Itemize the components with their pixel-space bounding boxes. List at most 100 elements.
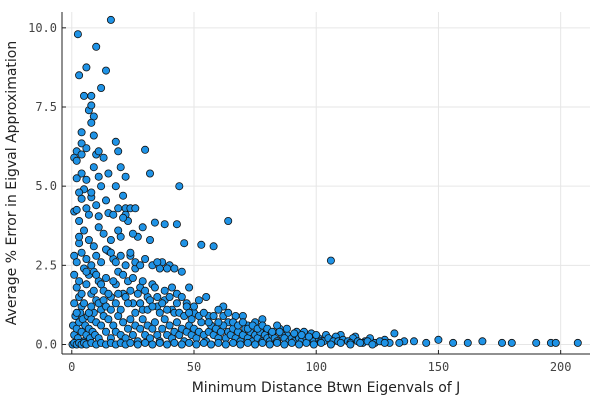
data-point bbox=[170, 338, 179, 347]
data-point bbox=[89, 286, 98, 295]
y-tick-label: 10.0 bbox=[28, 21, 57, 35]
data-point bbox=[128, 229, 137, 238]
data-point bbox=[507, 338, 516, 347]
data-point bbox=[273, 338, 282, 347]
data-point bbox=[97, 280, 106, 289]
data-point bbox=[75, 277, 84, 286]
data-point bbox=[209, 311, 218, 320]
data-point bbox=[104, 315, 113, 324]
data-point bbox=[150, 318, 159, 327]
data-point bbox=[80, 299, 89, 308]
data-point bbox=[197, 240, 206, 249]
data-point bbox=[434, 335, 443, 344]
data-point bbox=[94, 147, 103, 156]
data-point bbox=[136, 299, 145, 308]
data-point bbox=[141, 286, 150, 295]
data-point bbox=[236, 340, 245, 349]
data-point bbox=[116, 305, 125, 314]
data-point bbox=[75, 71, 84, 80]
data-point bbox=[72, 156, 81, 165]
data-point bbox=[150, 218, 159, 227]
data-point bbox=[114, 289, 123, 298]
x-axis-label: Minimum Distance Btwn Eigenvals of J bbox=[192, 380, 461, 396]
data-point bbox=[238, 318, 247, 327]
data-point bbox=[163, 264, 172, 273]
data-point bbox=[124, 324, 133, 333]
data-point bbox=[185, 283, 194, 292]
data-point bbox=[194, 296, 203, 305]
data-point bbox=[295, 340, 304, 349]
data-point bbox=[114, 204, 123, 213]
data-point bbox=[282, 324, 291, 333]
tick-labels: 0 50 100 150 200 0.0 2.5 5.0 7.5 10.0 bbox=[28, 21, 571, 374]
data-point bbox=[141, 254, 150, 263]
data-point bbox=[77, 248, 86, 257]
data-point bbox=[167, 283, 176, 292]
data-point bbox=[275, 327, 284, 336]
data-point bbox=[326, 256, 335, 265]
data-point bbox=[82, 204, 91, 213]
data-point bbox=[136, 261, 145, 270]
data-point bbox=[177, 267, 186, 276]
data-point bbox=[153, 258, 162, 267]
data-point bbox=[224, 308, 233, 317]
data-point bbox=[87, 91, 96, 100]
data-point bbox=[204, 318, 213, 327]
data-point bbox=[99, 229, 108, 238]
y-tick-label: 5.0 bbox=[35, 179, 57, 193]
data-point bbox=[138, 223, 147, 232]
data-point bbox=[187, 315, 196, 324]
x-tick-label: 50 bbox=[187, 360, 201, 374]
data-point bbox=[111, 182, 120, 191]
data-point bbox=[312, 330, 321, 339]
x-tick-label: 150 bbox=[428, 360, 450, 374]
data-point bbox=[82, 144, 91, 153]
data-point bbox=[158, 324, 167, 333]
data-point bbox=[121, 172, 130, 181]
data-point bbox=[170, 264, 179, 273]
data-point bbox=[87, 118, 96, 127]
data-point bbox=[82, 280, 91, 289]
data-point bbox=[153, 292, 162, 301]
data-point bbox=[395, 338, 404, 347]
data-point bbox=[214, 305, 223, 314]
data-point bbox=[87, 261, 96, 270]
data-point bbox=[92, 270, 101, 279]
data-point bbox=[155, 338, 164, 347]
data-point bbox=[126, 338, 135, 347]
data-point bbox=[177, 340, 186, 349]
data-point bbox=[119, 191, 128, 200]
data-point bbox=[99, 153, 108, 162]
data-point bbox=[221, 340, 230, 349]
data-point bbox=[202, 292, 211, 301]
data-point bbox=[77, 289, 86, 298]
data-point bbox=[175, 182, 184, 191]
data-point bbox=[80, 226, 89, 235]
data-point bbox=[380, 338, 389, 347]
data-point bbox=[109, 210, 118, 219]
data-point bbox=[87, 101, 96, 110]
data-point bbox=[497, 338, 506, 347]
data-point bbox=[97, 84, 106, 93]
data-point bbox=[116, 163, 125, 172]
data-point bbox=[119, 318, 128, 327]
data-point bbox=[148, 302, 157, 311]
data-point bbox=[89, 163, 98, 172]
data-point bbox=[297, 330, 306, 339]
data-point bbox=[72, 258, 81, 267]
data-point bbox=[84, 235, 93, 244]
data-point bbox=[145, 169, 154, 178]
data-point bbox=[150, 283, 159, 292]
data-point bbox=[126, 286, 135, 295]
data-points bbox=[68, 15, 582, 349]
data-point bbox=[265, 340, 274, 349]
data-point bbox=[102, 66, 111, 75]
x-tick-label: 100 bbox=[305, 360, 327, 374]
data-point bbox=[97, 182, 106, 191]
data-point bbox=[229, 338, 238, 347]
data-point bbox=[336, 338, 345, 347]
data-point bbox=[126, 248, 135, 257]
data-point bbox=[172, 318, 181, 327]
data-point bbox=[77, 139, 86, 148]
